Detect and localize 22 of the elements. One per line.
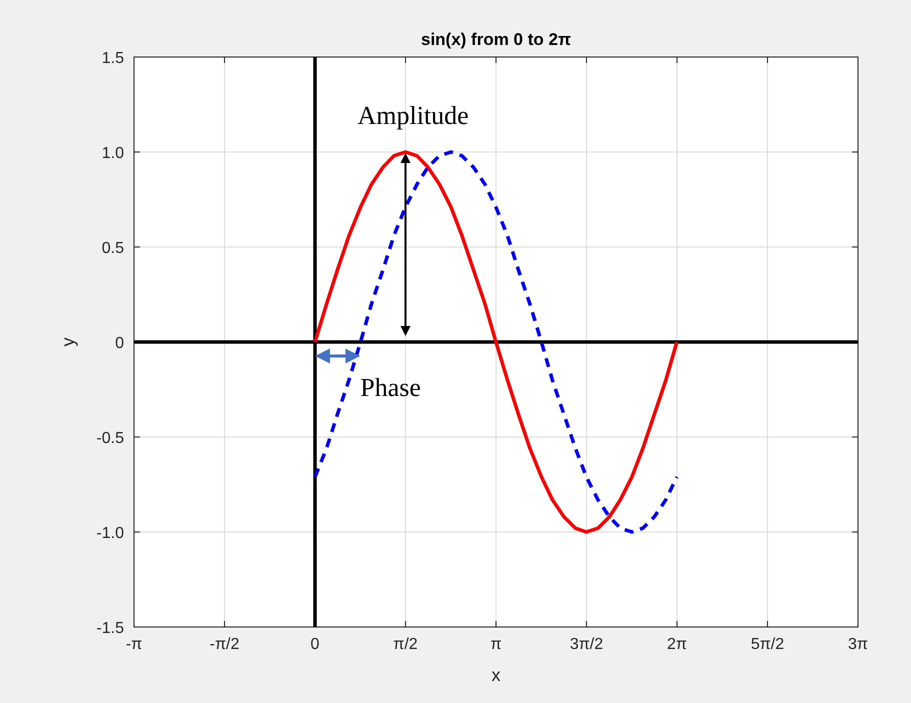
x-tick-label: -π xyxy=(126,636,142,653)
x-tick-label: 2π xyxy=(667,636,687,653)
x-tick-label: 3π xyxy=(848,636,868,653)
x-axis-title: x xyxy=(492,665,500,685)
y-tick-label: -1.0 xyxy=(96,525,124,542)
line-series xyxy=(313,150,679,534)
y-tick-label: -0.5 xyxy=(96,430,124,447)
x-tick-label: π xyxy=(490,636,502,653)
y-axis-title: y xyxy=(58,338,78,346)
y-tick-label: 0 xyxy=(115,335,124,352)
x-tick-label: 5π/2 xyxy=(750,636,784,653)
annotation: Phase xyxy=(360,373,421,402)
annotation: Amplitude xyxy=(358,101,469,130)
x-tick-label: 0 xyxy=(310,636,320,653)
y-tick-label: -1.5 xyxy=(96,620,124,637)
x-tick-label: -π/2 xyxy=(210,636,240,653)
y-tick-label: 1.0 xyxy=(102,145,124,162)
x-tick-label: π/2 xyxy=(393,636,418,653)
chart-title: sin(x) from 0 to 2π xyxy=(421,30,571,49)
y-tick-label: 1.5 xyxy=(102,50,124,67)
y-tick-label: 0.5 xyxy=(102,240,124,257)
x-tick-label: 3π/2 xyxy=(570,636,604,653)
